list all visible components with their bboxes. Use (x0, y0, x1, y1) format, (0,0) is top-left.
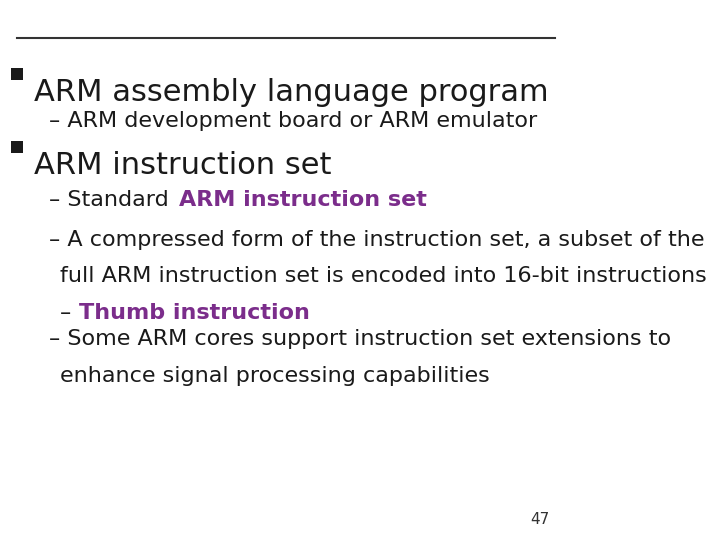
Text: – A compressed form of the instruction set, a subset of the: – A compressed form of the instruction s… (49, 230, 704, 249)
Text: – Standard: – Standard (49, 190, 176, 210)
Text: ARM instruction set: ARM instruction set (179, 190, 427, 210)
Text: full ARM instruction set is encoded into 16-bit instructions: full ARM instruction set is encoded into… (60, 266, 707, 286)
Text: – ARM development board or ARM emulator: – ARM development board or ARM emulator (49, 111, 537, 131)
Text: – Some ARM cores support instruction set extensions to: – Some ARM cores support instruction set… (49, 329, 671, 349)
Text: ARM instruction set: ARM instruction set (35, 151, 332, 180)
Text: –: – (60, 303, 78, 323)
Bar (11, 141, 24, 153)
Text: ARM assembly language program: ARM assembly language program (35, 78, 549, 107)
Bar (11, 69, 24, 80)
Text: enhance signal processing capabilities: enhance signal processing capabilities (60, 366, 490, 386)
Text: Thumb instruction: Thumb instruction (79, 303, 310, 323)
Text: 47: 47 (531, 511, 550, 526)
